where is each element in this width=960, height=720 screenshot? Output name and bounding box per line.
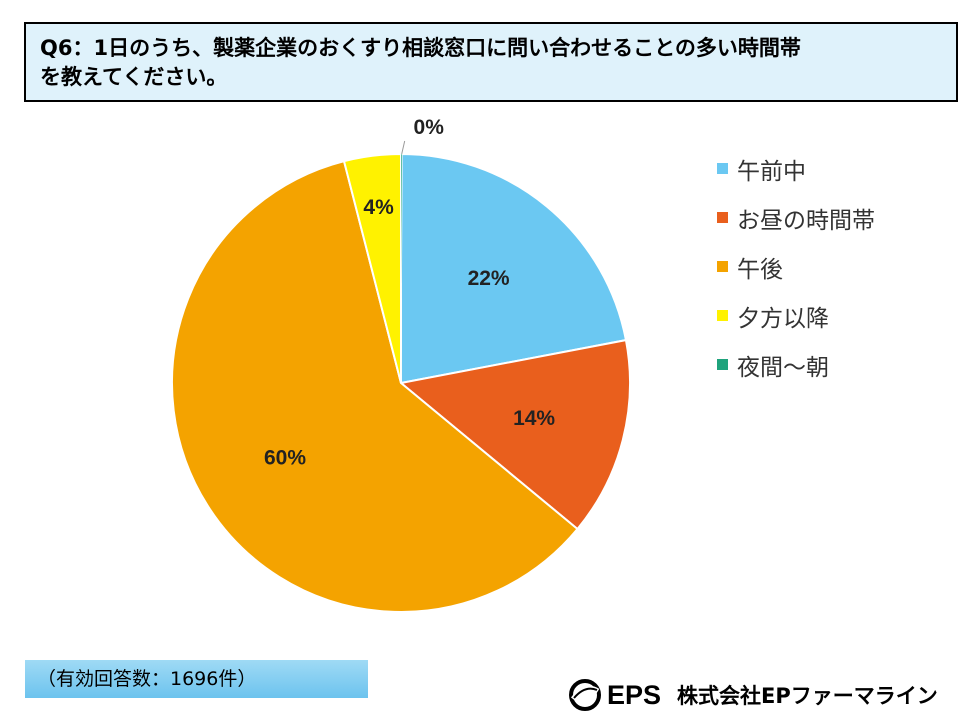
legend-item-3: 夕方以降 [717, 291, 875, 340]
legend-item-4: 夜間～朝 [717, 340, 875, 389]
pie-slice-0 [400, 152, 628, 385]
legend-swatch-1 [717, 212, 728, 223]
pie-value-label-2: 60% [264, 447, 306, 470]
pie-value-label-1: 14% [513, 407, 555, 430]
legend-label-0: 午前中 [737, 158, 806, 185]
pie-slices [171, 152, 631, 613]
pie-slice-1 [398, 338, 631, 531]
legend-swatch-0 [717, 163, 728, 174]
legend-swatch-4 [717, 359, 728, 370]
pie-leader-line-4 [401, 140, 406, 155]
chart-legend: 午前中お昼の時間帯 午後夕方以降夜間～朝 [717, 144, 875, 389]
question-title-line2: を教えてください。 [40, 65, 228, 89]
pie-value-label-3: 4% [363, 196, 394, 219]
legend-swatch-2 [717, 261, 728, 272]
brand-name: 株式会社EPファーマライン [677, 684, 938, 708]
brand-abbr: EPS [607, 679, 662, 710]
legend-label-2: 午後 [737, 256, 783, 283]
eps-swoosh-icon [569, 679, 601, 711]
legend-label-4: 夜間～朝 [737, 354, 829, 381]
legend-label-1: お昼の時間帯 [737, 207, 875, 234]
legend-item-0: 午前中 [717, 144, 875, 193]
pie-slice-2 [171, 159, 579, 613]
pie-labels: 22% 14% 60% 4% 0% [264, 116, 555, 470]
legend-item-2: 午後 [717, 242, 875, 291]
question-title-line1: Q6：1日のうち、製薬企業のおくすり相談窓口に問い合わせることの多い時間帯 [40, 36, 801, 60]
pie-value-label-0: 22% [468, 267, 510, 290]
response-count-note: （有効回答数：1696件） [25, 660, 368, 698]
question-title: Q6：1日のうち、製薬企業のおくすり相談窓口に問い合わせることの多い時間帯 を教… [24, 22, 958, 102]
brand-footer: EPS 株式会社EPファーマライン [567, 675, 938, 715]
legend-item-1: お昼の時間帯 [717, 193, 875, 242]
legend-label-3: 夕方以降 [737, 305, 829, 332]
pie-value-label-4: 0% [414, 116, 445, 139]
legend-swatch-3 [717, 310, 728, 321]
